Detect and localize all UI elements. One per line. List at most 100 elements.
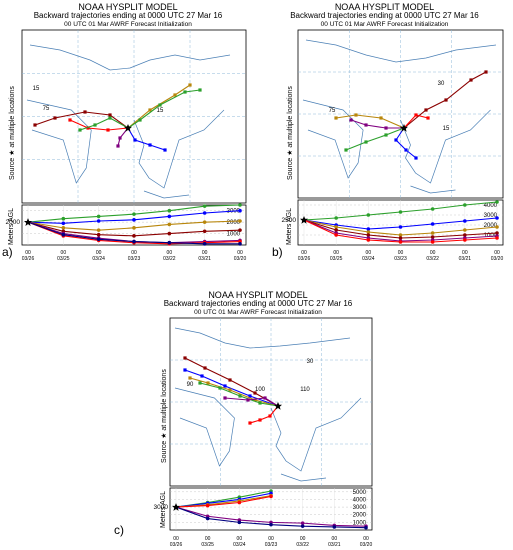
height-point-b-0-4 — [430, 207, 435, 211]
hour-label-a-3: 00 — [131, 250, 137, 256]
height-point-a-3-3 — [132, 234, 136, 238]
hour-label-c-2: 00 — [237, 536, 243, 542]
height-point-a-3-5 — [202, 229, 207, 234]
height-point-b-3-6 — [495, 231, 499, 235]
height-tick-c-4: 1000 — [353, 520, 367, 526]
height-point-b-3-3 — [398, 236, 403, 240]
map-point-a-1-1 — [108, 113, 112, 117]
height-point-b-5-4 — [430, 240, 435, 244]
height-point-b-5-6 — [495, 236, 499, 240]
map-trajectory-b-1 — [335, 114, 405, 129]
height-point-a-3-4 — [167, 231, 172, 236]
map-point-b-3-3 — [414, 156, 418, 160]
height-point-c-5-1 — [205, 516, 210, 521]
start-height-label-b: 2500 — [282, 217, 297, 224]
map-point-c-4-2 — [246, 398, 250, 402]
height-point-a-1-3 — [132, 218, 136, 222]
hour-label-c-5: 00 — [332, 536, 338, 542]
map-point-a-4-2 — [116, 144, 120, 148]
map-point-c-5-2 — [258, 418, 262, 422]
height-point-a-2-4 — [167, 222, 172, 227]
map-point-c-0-2 — [228, 378, 232, 382]
map-trajectory-b-2 — [345, 127, 405, 151]
map-point-c-3-2 — [238, 394, 242, 398]
height-start-star-a — [24, 218, 32, 226]
map-point-b-3-2 — [404, 148, 408, 152]
hour-label-c-1: 00 — [205, 536, 211, 542]
map-point-a-5-2 — [86, 126, 90, 130]
map-trajectory-c-5 — [249, 405, 279, 424]
map-point-c-2-2 — [228, 388, 232, 392]
map-point-b-4-1 — [384, 126, 388, 130]
height-point-b-0-6 — [495, 200, 499, 204]
map-point-c-2-4 — [188, 376, 192, 380]
coastline-north-b — [305, 39, 497, 63]
date-label-b-6: 03/20 — [491, 256, 504, 262]
date-label-c-3: 03/23 — [265, 542, 278, 548]
height-point-a-6-1 — [61, 232, 66, 237]
height-tick-c-1: 4000 — [353, 497, 367, 503]
height-tick-b-0: 4000 — [484, 203, 498, 209]
height-series-c-3 — [175, 495, 272, 508]
date-label-c-0: 03/26 — [170, 542, 183, 548]
coastline-islands-b — [410, 185, 456, 194]
map-point-b-0-3 — [469, 78, 473, 82]
map-point-a-0-2 — [173, 93, 177, 97]
source-star-a — [124, 124, 132, 132]
date-label-a-1: 03/25 — [57, 256, 70, 262]
height-point-b-2-6 — [495, 225, 499, 229]
map-point-b-0-2 — [444, 98, 448, 102]
height-point-b-3-2 — [366, 233, 371, 237]
height-point-b-1-6 — [495, 216, 499, 220]
height-series-c-1 — [175, 492, 272, 508]
panel-b-title: NOAA HYSPLIT MODEL — [334, 2, 435, 12]
height-point-b-1-3 — [398, 225, 403, 229]
map-point-b-5-2 — [426, 116, 430, 120]
panel-a: NOAA HYSPLIT MODEL Backward trajectories… — [0, 0, 256, 265]
map-point-b-5-1 — [414, 113, 418, 117]
height-point-a-0-1 — [61, 216, 66, 221]
map-point-b-4-3 — [349, 118, 353, 122]
height-point-a-3-6 — [238, 228, 242, 232]
map-point-c-1-3 — [200, 374, 204, 378]
map-point-b-2-2 — [364, 140, 368, 144]
height-point-a-6-2 — [96, 237, 101, 242]
hour-label-c-6: 00 — [363, 536, 369, 542]
map-point-a-0-1 — [148, 108, 152, 112]
height-tick-c-0: 5000 — [353, 490, 367, 496]
height-point-c-3-3 — [269, 494, 273, 499]
height-tick-b-1: 3000 — [484, 213, 498, 219]
map-point-c-0-1 — [253, 391, 257, 395]
height-point-c-3-1 — [205, 503, 210, 508]
height-point-b-1-4 — [430, 222, 435, 226]
height-point-a-2-5 — [202, 220, 207, 224]
map-point-a-6-1 — [108, 116, 112, 120]
map-point-c-1-1 — [248, 394, 252, 398]
coastline-se-asia-a — [133, 109, 225, 189]
hour-label-b-5: 00 — [462, 250, 468, 256]
map-point-a-3-2 — [148, 143, 152, 147]
height-tick-c-2: 3000 — [353, 505, 367, 511]
map-point-b-0-1 — [424, 108, 428, 112]
height-point-c-5-6 — [364, 525, 368, 530]
hour-label-a-2: 00 — [96, 250, 102, 256]
hour-label-c-4: 00 — [300, 536, 306, 542]
height-tick-a-1: 2000 — [227, 220, 241, 226]
height-point-b-0-1 — [334, 216, 338, 220]
lon-label-a-0: 75 — [43, 106, 50, 112]
map-trajectory-a-5 — [69, 119, 129, 131]
date-label-b-1: 03/25 — [330, 256, 343, 262]
date-label-c-1: 03/25 — [201, 542, 214, 548]
height-point-b-0-2 — [366, 213, 371, 217]
panel-b-subtitle-2: 00 UTC 01 Mar AWRF Forecast Initializati… — [320, 21, 449, 28]
map-trajectory-b-4 — [350, 119, 404, 129]
map-point-a-1-4 — [33, 123, 37, 127]
date-label-a-4: 03/22 — [163, 256, 176, 262]
coastline-se-asia-c — [270, 397, 362, 472]
panel-c-subtitle-1: Backward trajectories ending at 0000 UTC… — [163, 299, 353, 308]
map-point-c-4-3 — [223, 396, 227, 400]
map-point-c-5-1 — [268, 414, 272, 418]
coastline-islands-a — [143, 190, 190, 199]
map-point-c-1-4 — [183, 368, 187, 372]
